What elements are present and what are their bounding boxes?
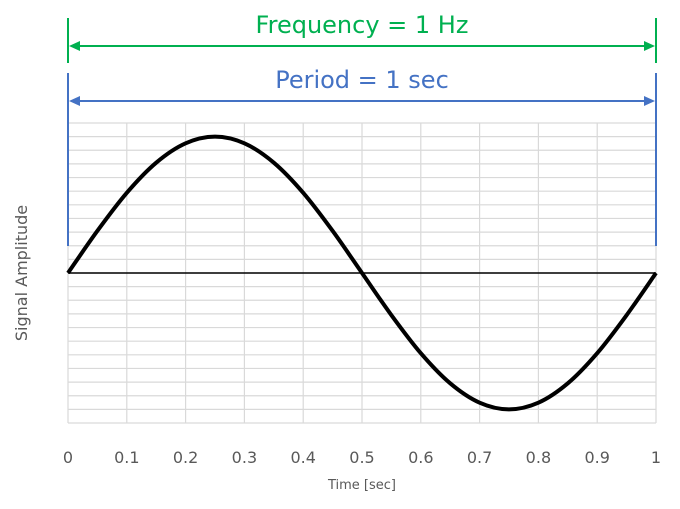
x-axis-label: Time [sec] — [327, 478, 396, 493]
x-tick-label: 0.3 — [232, 448, 257, 467]
y-axis-label: Signal Amplitude — [12, 205, 31, 341]
x-tick-label: 1 — [651, 448, 661, 467]
x-tick-label: 0.1 — [114, 448, 139, 467]
x-tick-label: 0.5 — [349, 448, 374, 467]
arrowhead-right-icon — [644, 96, 655, 106]
arrowhead-left-icon — [69, 41, 80, 51]
arrowhead-right-icon — [644, 41, 655, 51]
x-tick-label: 0.7 — [467, 448, 492, 467]
annotations: Frequency = 1 Hz Period = 1 sec — [67, 11, 657, 246]
x-tick-labels: 0 0.1 0.2 0.3 0.4 0.5 0.6 0.7 0.8 0.9 1 — [63, 448, 661, 467]
x-tick-label: 0.8 — [526, 448, 551, 467]
arrowhead-left-icon — [69, 96, 80, 106]
x-tick-label: 0.6 — [408, 448, 433, 467]
annotation-label: Period = 1 sec — [275, 66, 449, 94]
x-tick-label: 0 — [63, 448, 73, 467]
x-tick-label: 0.9 — [584, 448, 609, 467]
x-tick-label: 0.2 — [173, 448, 198, 467]
x-tick-label: 0.4 — [290, 448, 315, 467]
series-line-signal — [66, 134, 658, 412]
annotation-label: Frequency = 1 Hz — [256, 11, 469, 39]
